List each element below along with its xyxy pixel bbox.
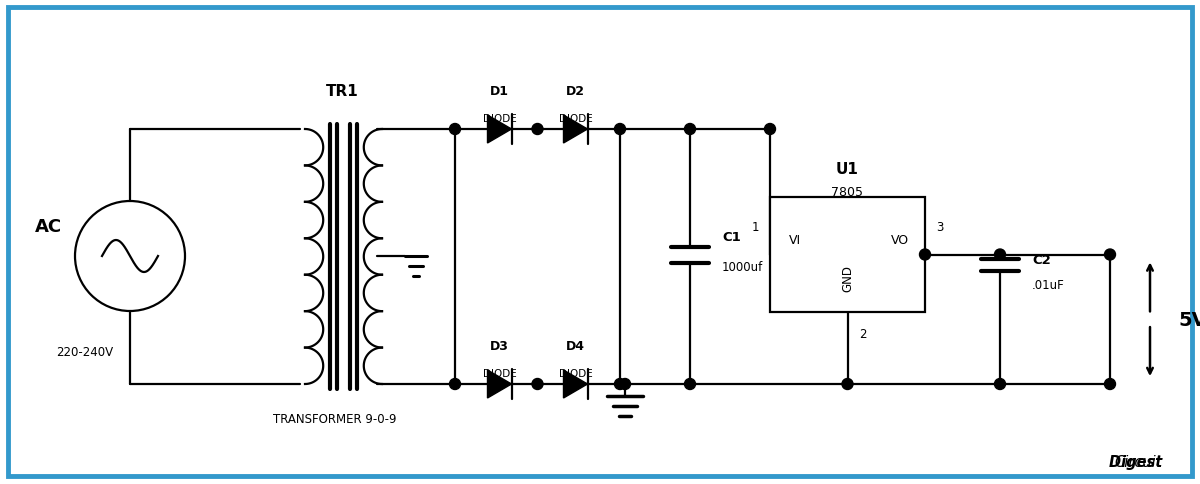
Text: TR1: TR1 xyxy=(325,84,359,99)
Text: VI: VI xyxy=(788,233,802,246)
Text: .01uF: .01uF xyxy=(1032,278,1064,291)
Circle shape xyxy=(919,249,930,260)
Circle shape xyxy=(764,124,775,135)
Text: 220-240V: 220-240V xyxy=(56,345,114,358)
Circle shape xyxy=(842,378,853,390)
Text: D4: D4 xyxy=(566,340,586,353)
Circle shape xyxy=(995,249,1006,260)
Text: D1: D1 xyxy=(490,85,509,98)
Text: 1000uf: 1000uf xyxy=(722,260,763,273)
Text: 7805: 7805 xyxy=(832,186,864,199)
Text: DIODE: DIODE xyxy=(482,368,516,378)
Circle shape xyxy=(995,378,1006,390)
Text: GND: GND xyxy=(841,264,854,291)
Circle shape xyxy=(684,378,696,390)
Circle shape xyxy=(684,124,696,135)
Circle shape xyxy=(450,124,461,135)
Circle shape xyxy=(1104,249,1116,260)
Text: DIODE: DIODE xyxy=(559,114,593,124)
Circle shape xyxy=(532,124,542,135)
FancyBboxPatch shape xyxy=(8,8,1192,476)
Text: TRANSFORMER 9-0-9: TRANSFORMER 9-0-9 xyxy=(274,413,397,425)
Text: 2: 2 xyxy=(859,328,866,341)
Circle shape xyxy=(614,124,625,135)
Text: 3: 3 xyxy=(936,221,943,233)
Polygon shape xyxy=(487,116,511,144)
Text: U1: U1 xyxy=(836,162,859,177)
Text: D3: D3 xyxy=(490,340,509,353)
Text: 1: 1 xyxy=(751,221,758,233)
Polygon shape xyxy=(564,116,588,144)
Polygon shape xyxy=(487,370,511,398)
Text: 5V: 5V xyxy=(1178,310,1200,329)
Circle shape xyxy=(614,378,625,390)
Text: DIODE: DIODE xyxy=(559,368,593,378)
Circle shape xyxy=(450,378,461,390)
FancyBboxPatch shape xyxy=(770,197,925,312)
Text: VO: VO xyxy=(890,233,910,246)
Text: C2: C2 xyxy=(1032,254,1051,267)
Circle shape xyxy=(619,378,630,390)
Text: DIODE: DIODE xyxy=(482,114,516,124)
Text: D2: D2 xyxy=(566,85,586,98)
Circle shape xyxy=(532,378,542,390)
Text: Digest: Digest xyxy=(1068,454,1162,469)
Polygon shape xyxy=(564,370,588,398)
Text: C1: C1 xyxy=(722,230,740,243)
Text: Circuit: Circuit xyxy=(1115,454,1162,469)
Text: AC: AC xyxy=(35,217,61,236)
Circle shape xyxy=(1104,378,1116,390)
